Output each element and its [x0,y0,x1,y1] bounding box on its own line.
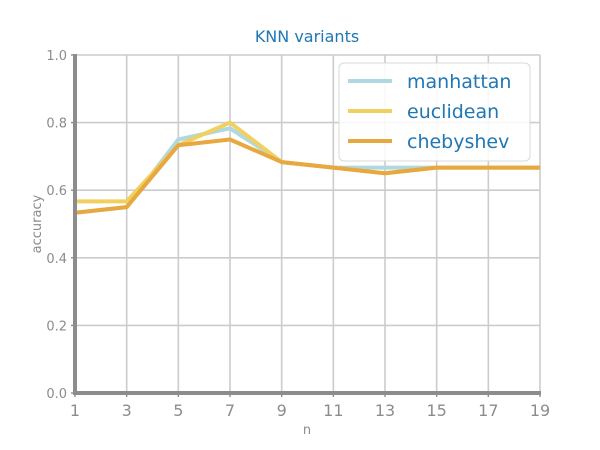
legend: manhattan euclidean chebyshev [338,62,531,162]
x-tick-label: 7 [225,401,235,420]
x-axis-label: n [303,423,311,438]
legend-label: manhattan [407,71,511,93]
legend-label: chebyshev [407,131,509,153]
x-tick-label: 1 [70,401,80,420]
x-tick-label: 3 [122,401,132,420]
y-axis-label: accuracy [30,194,45,253]
x-tick-label: 13 [375,401,395,420]
y-tick-label: 0.8 [46,117,67,132]
x-tick-label: 11 [323,401,343,420]
x-tick-label: 5 [173,401,183,420]
tick-labels: 1 3 5 7 9 11 13 15 17 190.00.20.40.60.81.0 [46,49,550,420]
x-tick-label: 17 [478,401,498,420]
x-tick-label: 19 [530,401,550,420]
y-tick-label: 0.0 [46,387,67,402]
y-tick-label: 0.6 [46,184,67,199]
x-tick-label: 15 [426,401,446,420]
series-lines [74,120,540,215]
axes [73,54,541,395]
y-tick-label: 1.0 [46,49,67,64]
y-tick-label: 0.2 [46,319,67,334]
legend-label: euclidean [407,101,499,123]
series-line-chebyshev [74,137,540,215]
x-tick-label: 9 [277,401,287,420]
chart-title: KNN variants [255,27,359,46]
legend-box [338,62,531,162]
y-tick-label: 0.4 [46,252,67,267]
